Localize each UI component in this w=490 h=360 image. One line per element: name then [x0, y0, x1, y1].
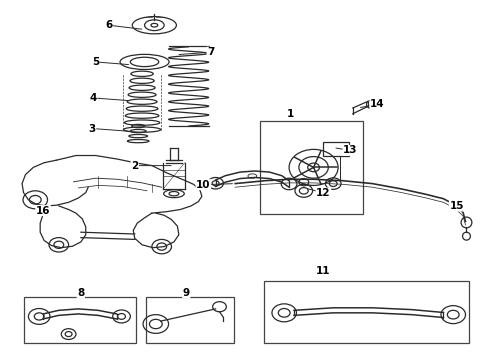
Text: 11: 11: [316, 266, 331, 276]
Text: 15: 15: [449, 201, 464, 211]
Text: 3: 3: [89, 123, 96, 134]
Text: 12: 12: [316, 188, 331, 198]
Text: 13: 13: [343, 145, 358, 156]
Bar: [260, 121, 363, 214]
Text: 8: 8: [77, 288, 84, 298]
Text: 7: 7: [207, 47, 215, 57]
Text: 6: 6: [105, 20, 112, 30]
Bar: [323, 142, 349, 156]
Text: 16: 16: [36, 206, 50, 216]
Text: 1: 1: [287, 109, 294, 120]
Text: 5: 5: [92, 57, 99, 67]
Text: 2: 2: [131, 161, 138, 171]
Text: 14: 14: [370, 99, 385, 109]
Bar: [264, 281, 469, 343]
Text: 9: 9: [183, 288, 190, 298]
Bar: [24, 297, 136, 343]
Text: 4: 4: [89, 93, 97, 103]
Bar: [146, 297, 234, 343]
Text: 10: 10: [196, 180, 211, 190]
